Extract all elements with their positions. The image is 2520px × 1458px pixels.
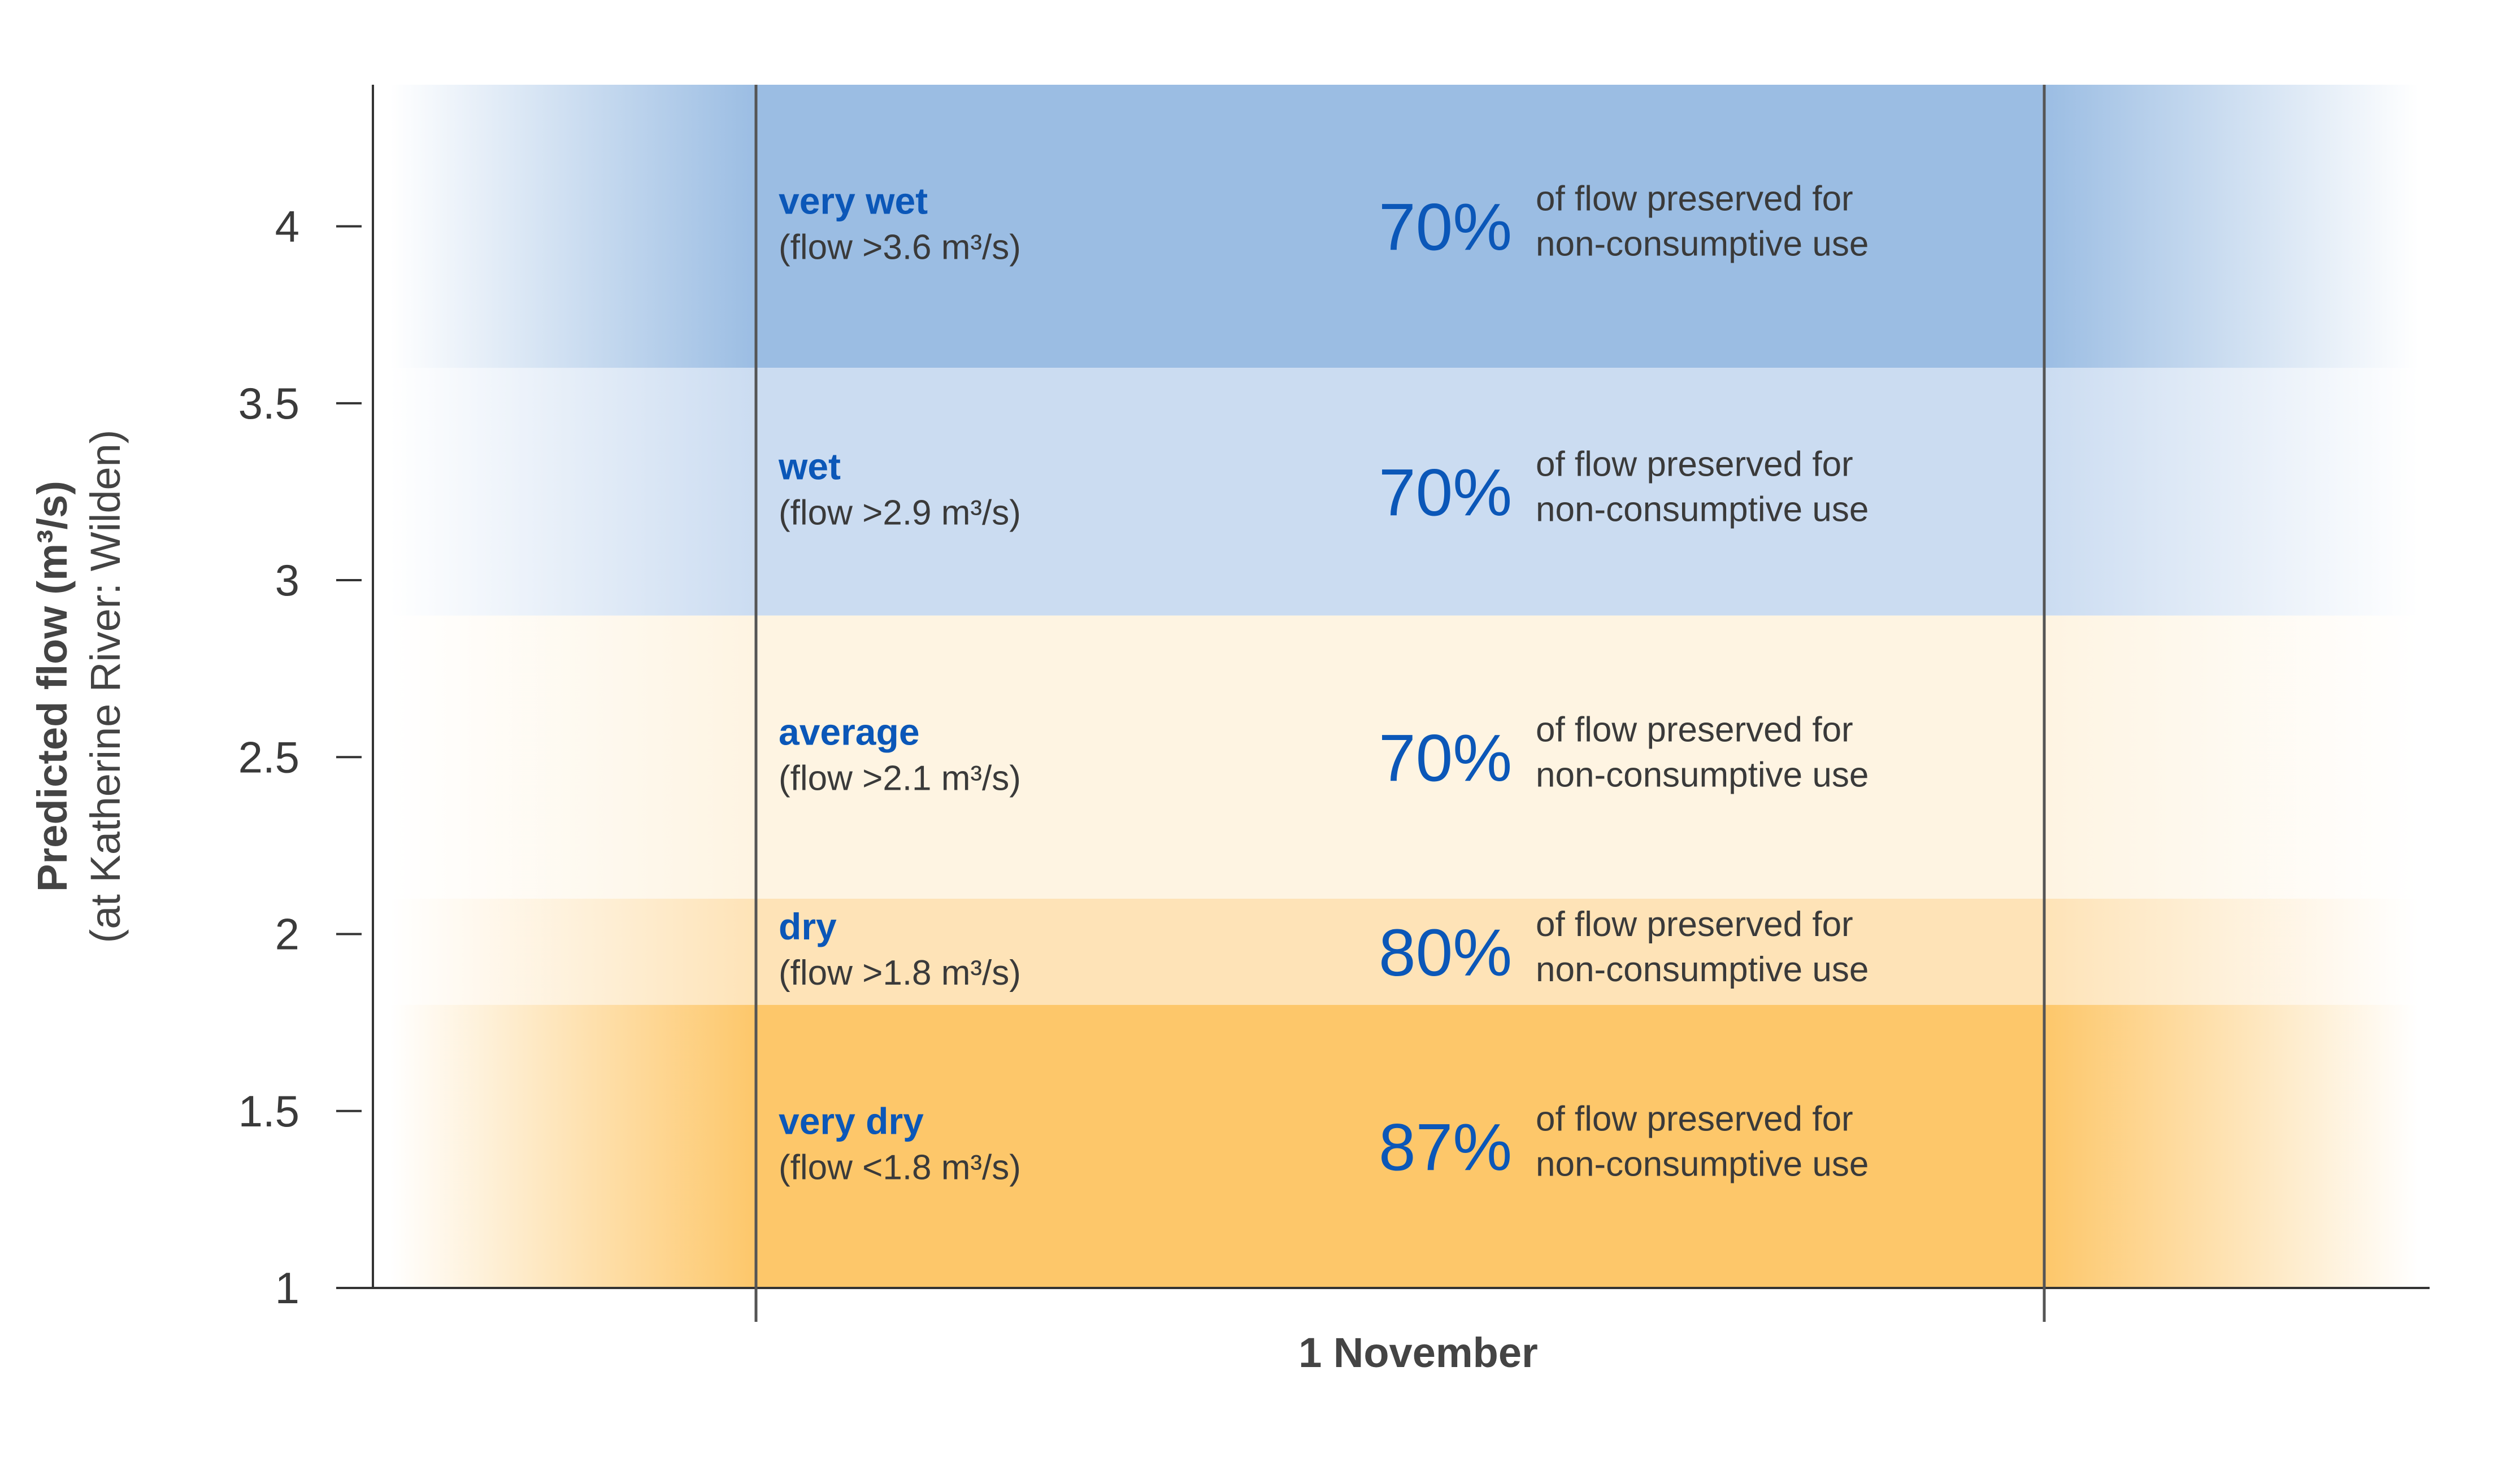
y-axis-subtitle: (at Katherine River: Wilden) <box>82 430 129 943</box>
band-flow-label: (flow >2.1 m³/s) <box>779 759 1021 798</box>
band-name-label: dry <box>779 906 837 947</box>
band-flow-label: (flow <1.8 m³/s) <box>779 1148 1021 1187</box>
x-axis-label: 1 November <box>1298 1329 1538 1376</box>
band-desc-line2: non-consumptive use <box>1536 490 1869 529</box>
band-percent-label: 80% <box>1379 916 1512 990</box>
band-very-dry <box>390 1004 2418 1288</box>
band-dry <box>390 898 2418 1005</box>
band-desc-line1: of flow preserved for <box>1536 180 1853 219</box>
band-percent-label: 70% <box>1379 721 1512 795</box>
band-name-label: wet <box>778 445 841 487</box>
band-average <box>390 615 2418 899</box>
y-tick-label: 4 <box>275 202 299 251</box>
band-very-wet <box>390 85 2418 368</box>
axes-layer: 1 1.5 2 2.5 3 3.5 4 1 November Predicted flow (m… <box>29 85 2430 1376</box>
band-flow-label: (flow >1.8 m³/s) <box>779 954 1021 993</box>
band-wet <box>390 368 2418 616</box>
band-percent-label: 70% <box>1379 455 1512 530</box>
band-desc-line2: non-consumptive use <box>1536 1144 1869 1183</box>
band-desc-line1: of flow preserved for <box>1536 1099 1853 1138</box>
y-tick-label: 2 <box>275 909 299 959</box>
band-name-label: very wet <box>779 180 928 222</box>
band-desc-line2: non-consumptive use <box>1536 225 1869 264</box>
band-desc-line1: of flow preserved for <box>1536 445 1853 484</box>
labels-layer: very wet (flow >3.6 m³/s) 70% of flow prese… <box>778 180 1869 1187</box>
band-desc-line2: non-consumptive use <box>1536 950 1869 989</box>
band-desc-line2: non-consumptive use <box>1536 755 1869 794</box>
band-name-label: average <box>779 711 920 752</box>
y-tick-label: 1.5 <box>238 1086 299 1136</box>
band-desc-line1: of flow preserved for <box>1536 905 1853 944</box>
band-name-label: very dry <box>779 1100 924 1142</box>
y-tick-label: 2.5 <box>238 732 299 782</box>
band-flow-label: (flow >2.9 m³/s) <box>779 493 1021 532</box>
y-tick-label: 3 <box>275 555 299 605</box>
y-tick-label: 3.5 <box>238 378 299 428</box>
bands-layer <box>390 85 2418 1288</box>
band-desc-line1: of flow preserved for <box>1536 710 1853 749</box>
band-percent-label: 70% <box>1379 190 1512 265</box>
y-axis-title: Predicted flow (m³/s) <box>29 481 76 892</box>
band-flow-label: (flow >3.6 m³/s) <box>779 228 1021 267</box>
y-tick-label: 1 <box>275 1263 299 1313</box>
band-percent-label: 87% <box>1379 1110 1512 1185</box>
